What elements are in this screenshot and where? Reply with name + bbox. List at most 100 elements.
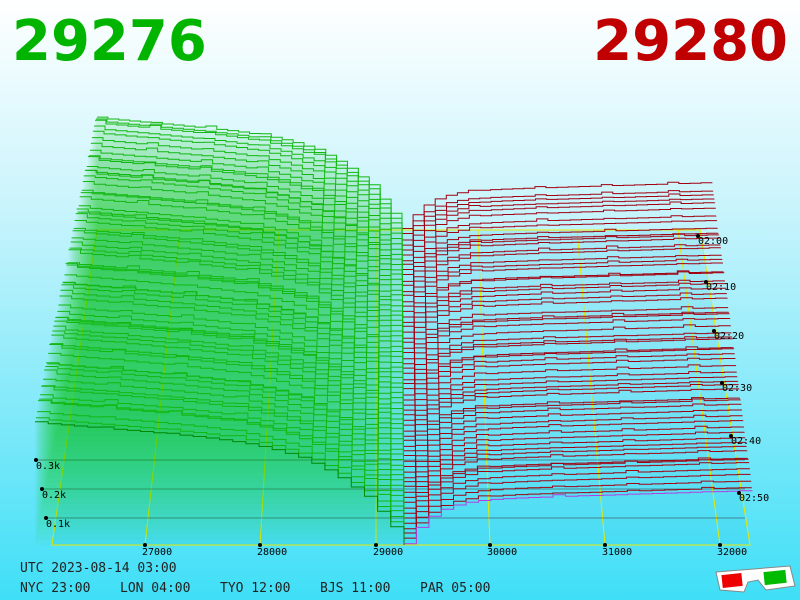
bid-curve <box>91 137 403 256</box>
bid-curve <box>76 208 404 334</box>
bid-curve <box>60 289 404 416</box>
bid-curve <box>86 166 403 282</box>
depth-tick <box>44 516 48 520</box>
price-grid-line <box>144 229 181 546</box>
bid-curve <box>42 385 405 509</box>
ask-curve <box>403 364 737 416</box>
bid-curve <box>97 116 403 230</box>
time-label: 02:10 <box>706 282 736 293</box>
bid-curve <box>50 343 404 468</box>
price-label: 30000 <box>487 547 517 558</box>
ask-curve <box>402 244 721 293</box>
bid-curve <box>80 192 403 313</box>
ask-curve <box>402 313 730 365</box>
ask-curve <box>403 462 750 519</box>
bid-curve <box>65 262 404 391</box>
ask-curve <box>403 458 749 514</box>
time-label: 02:50 <box>739 493 769 504</box>
timezone-label: TYO 12:00 <box>220 581 290 596</box>
bid-curve <box>68 249 404 375</box>
price-label: 32000 <box>717 547 747 558</box>
price-label: 27000 <box>142 547 172 558</box>
ask-curve <box>402 198 715 246</box>
bid-curve <box>64 274 404 396</box>
ask-curve <box>403 388 740 441</box>
ask-curve <box>402 201 716 251</box>
time-tick <box>712 329 716 333</box>
bid-curve <box>43 378 405 504</box>
price-label: 29000 <box>373 547 403 558</box>
bid-curve <box>89 149 403 267</box>
bid-curve <box>94 125 403 246</box>
timezone-label: NYC 23:00 <box>20 581 90 596</box>
bid-curve <box>75 213 404 339</box>
ask-curve <box>402 254 722 303</box>
ask-curve <box>402 237 720 286</box>
ask-curve <box>402 311 729 360</box>
bid-curve <box>37 411 405 535</box>
time-label: 02:00 <box>698 236 728 247</box>
depth-tick <box>40 487 44 491</box>
depth-curves <box>35 116 753 545</box>
ask-curve <box>402 262 723 312</box>
ask-curve <box>403 425 744 479</box>
bid-curve <box>51 334 404 463</box>
ask-curve <box>403 468 750 524</box>
bid-curve <box>52 330 404 458</box>
timezone-label: PAR 05:00 <box>420 581 490 596</box>
time-tick <box>720 381 724 385</box>
bid-curve <box>35 421 405 545</box>
price-tick <box>603 543 607 547</box>
price-label: 31000 <box>602 547 632 558</box>
time-label: 02:20 <box>714 331 744 342</box>
ask-curve <box>403 398 741 452</box>
price-grid-line <box>677 229 721 546</box>
bid-curve <box>88 155 403 272</box>
ask-curve <box>403 380 739 432</box>
depth-tick <box>34 458 38 462</box>
price-tick <box>258 543 262 547</box>
bid-curve <box>79 196 404 318</box>
ask-curve <box>403 409 742 462</box>
bid-curve <box>69 247 404 370</box>
bid-curve <box>82 181 403 303</box>
ask-curve <box>402 247 721 296</box>
bid-price: 29276 <box>12 9 207 74</box>
bid-curve <box>45 366 405 494</box>
ask-curve <box>403 437 746 487</box>
ask-curve <box>404 486 752 539</box>
depth-label: 0.2k <box>42 490 66 501</box>
ask-curve <box>403 441 746 493</box>
ask-curve <box>402 207 716 256</box>
ask-curve <box>403 338 733 390</box>
time-tick <box>696 234 700 238</box>
bid-curve <box>85 170 403 287</box>
bid-curve <box>62 281 404 406</box>
ask-curve <box>402 324 731 374</box>
bid-curve <box>74 220 404 344</box>
bid-curve <box>54 320 404 447</box>
time-tick <box>737 491 741 495</box>
ask-curve <box>403 473 751 530</box>
bid-curve <box>77 211 404 329</box>
ask-curve <box>403 431 745 483</box>
price-tick <box>488 543 492 547</box>
ask-curve <box>403 420 744 473</box>
ask-curve <box>402 292 727 343</box>
ask-curve <box>403 445 747 498</box>
bid-curve <box>58 304 404 427</box>
bid-curve <box>90 142 403 261</box>
bid-curve <box>59 295 404 422</box>
ask-curve <box>402 318 731 369</box>
bid-curve <box>84 169 403 292</box>
ask-curve <box>403 348 735 401</box>
price-tick <box>374 543 378 547</box>
glasses-icon <box>715 565 796 593</box>
ask-curve <box>402 258 723 307</box>
axis-labels: 27000 28000 29000 30000 31000 32000 0.3k 0.2k 0.… <box>34 234 769 558</box>
bid-curve <box>95 119 403 241</box>
bid-curve <box>53 325 404 452</box>
ask-curve <box>403 450 748 503</box>
ask-curve <box>403 376 738 426</box>
